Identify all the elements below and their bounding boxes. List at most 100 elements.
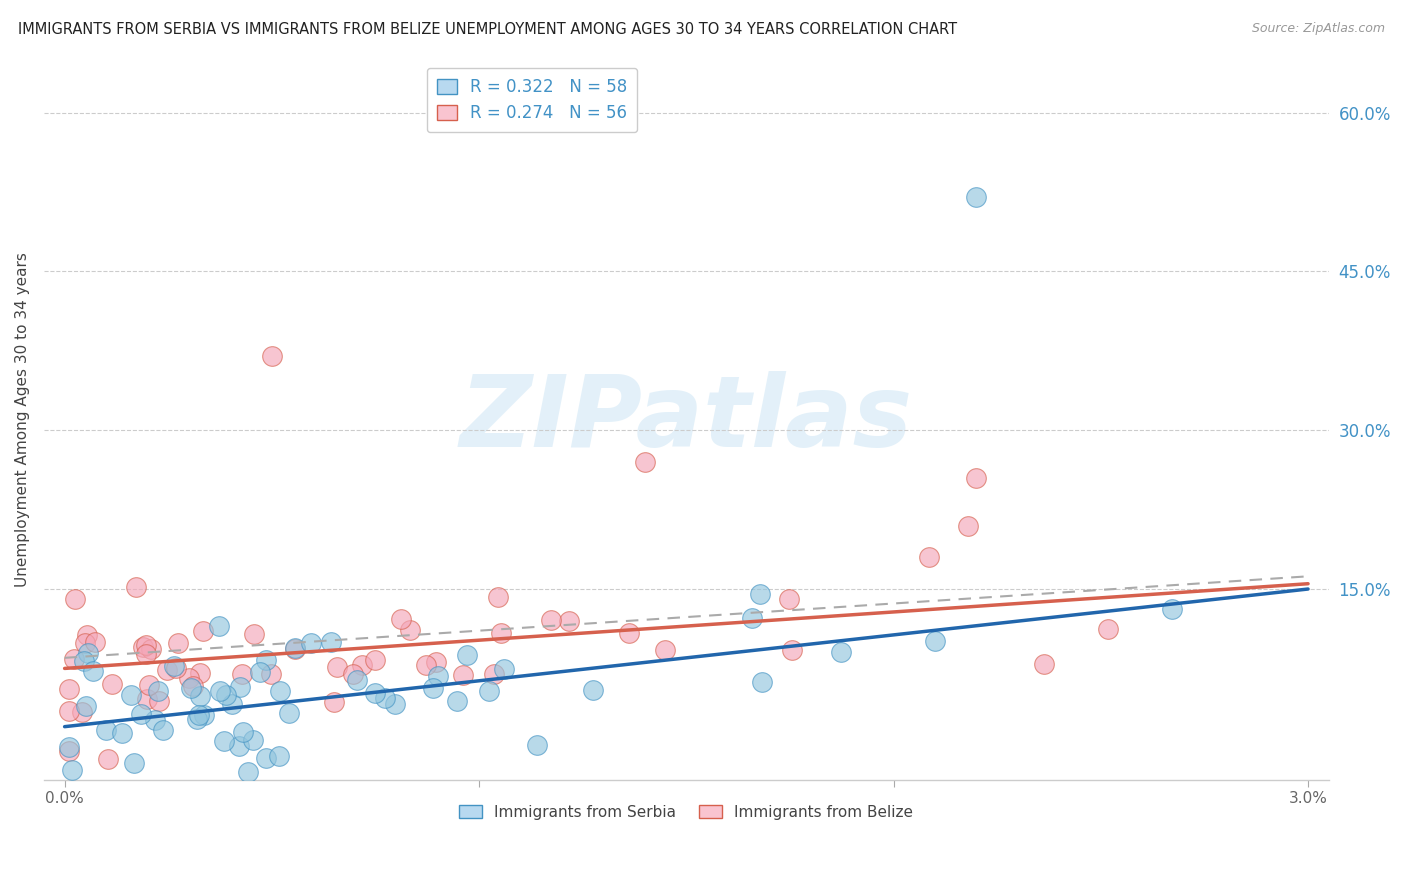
Point (384, 697, 406, 711)
Point (364, 686, 387, 700)
Point (482, 666, 505, 681)
Point (830, 645, 852, 659)
Point (278, 706, 301, 721)
Point (451, 668, 474, 682)
Point (188, 666, 211, 681)
Point (139, 642, 162, 657)
Point (58, 704, 80, 718)
Point (221, 698, 243, 712)
Point (187, 707, 209, 722)
Point (135, 638, 157, 652)
Point (183, 679, 205, 693)
Point (82, 664, 104, 678)
Point (1160, 602, 1182, 616)
Point (526, 738, 548, 752)
Point (780, 643, 803, 657)
Point (83, 635, 105, 649)
Point (456, 648, 478, 662)
Point (167, 636, 190, 650)
Point (148, 684, 170, 698)
Point (924, 633, 946, 648)
Point (254, 653, 277, 667)
Point (165, 661, 187, 675)
Point (63, 591, 86, 606)
Point (73, 636, 96, 650)
Point (163, 659, 186, 673)
Point (228, 680, 250, 694)
Point (422, 681, 444, 695)
Point (228, 739, 250, 754)
Point (236, 765, 259, 780)
Text: Source: ZipAtlas.com: Source: ZipAtlas.com (1251, 22, 1385, 36)
Point (243, 627, 266, 641)
Point (231, 666, 253, 681)
Point (1032, 657, 1054, 671)
Point (58, 740, 80, 755)
Legend: Immigrants from Serbia, Immigrants from Belize: Immigrants from Serbia, Immigrants from … (453, 798, 920, 826)
Point (260, 666, 283, 681)
Point (156, 663, 179, 677)
Point (398, 623, 420, 637)
Point (76, 628, 98, 642)
Point (342, 666, 364, 681)
Point (581, 683, 603, 698)
Y-axis label: Unemployment Among Ages 30 to 34 years: Unemployment Among Ages 30 to 34 years (15, 252, 30, 587)
Point (319, 634, 342, 648)
Point (148, 694, 170, 708)
Point (751, 675, 773, 690)
Point (363, 652, 385, 666)
Point (143, 713, 166, 727)
Point (426, 669, 449, 683)
Point (97, 751, 120, 765)
Point (120, 688, 142, 702)
Point (326, 659, 349, 673)
Point (186, 712, 208, 726)
Point (617, 626, 640, 640)
Point (352, 658, 374, 673)
Point (63, 651, 86, 665)
Point (125, 581, 148, 595)
Point (957, 518, 980, 533)
Point (249, 665, 271, 679)
Point (299, 635, 322, 649)
Point (269, 749, 291, 764)
Text: ZIPatlas: ZIPatlas (460, 371, 912, 468)
Point (489, 626, 512, 640)
Point (180, 681, 202, 695)
Point (94, 723, 117, 737)
Point (58, 744, 80, 758)
Point (374, 691, 396, 706)
Point (346, 673, 368, 687)
Point (540, 613, 562, 627)
Text: IMMIGRANTS FROM SERBIA VS IMMIGRANTS FROM BELIZE UNEMPLOYMENT AMONG AGES 30 TO 3: IMMIGRANTS FROM SERBIA VS IMMIGRANTS FRO… (18, 22, 957, 37)
Point (389, 611, 412, 625)
Point (177, 671, 200, 685)
Point (284, 640, 307, 655)
Point (654, 642, 676, 657)
Point (191, 624, 214, 638)
Point (111, 726, 134, 740)
Point (129, 707, 152, 722)
Point (152, 723, 174, 737)
Point (284, 641, 307, 656)
Point (135, 647, 157, 661)
Point (75, 698, 97, 713)
Point (208, 619, 231, 633)
Point (749, 587, 772, 601)
Point (101, 677, 124, 691)
Point (1097, 622, 1119, 636)
Point (269, 683, 291, 698)
Point (415, 658, 437, 673)
Point (232, 725, 254, 739)
Point (634, 455, 657, 469)
Point (486, 590, 509, 604)
Point (322, 695, 344, 709)
Point (58, 681, 80, 696)
Point (242, 733, 264, 747)
Point (60, 763, 83, 777)
Point (260, 349, 283, 363)
Point (70, 705, 93, 719)
Point (212, 734, 235, 748)
Point (76, 646, 98, 660)
Point (122, 756, 145, 771)
